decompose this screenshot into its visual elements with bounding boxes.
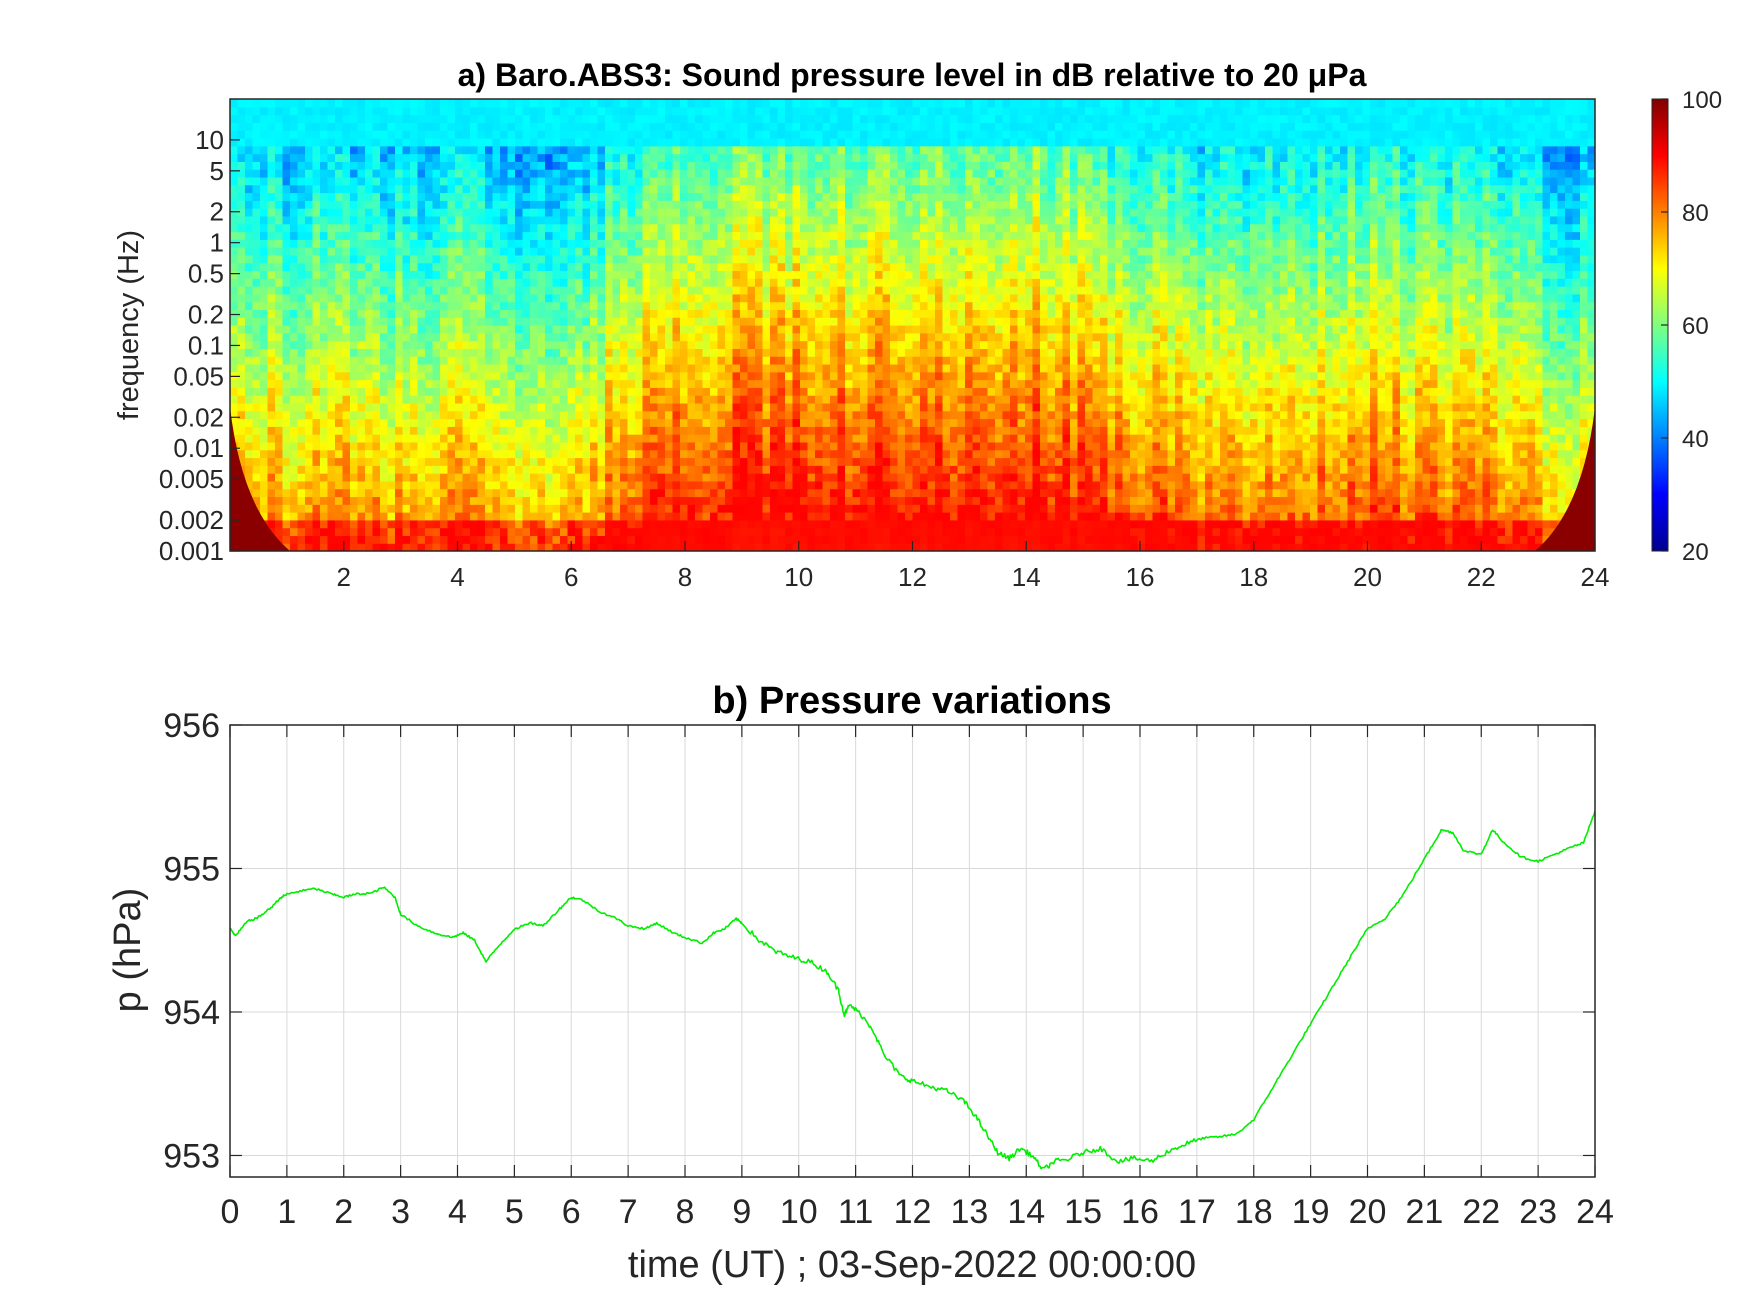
pressure-axes: 0 1 2 3 4 5 6 7 8 9 10 11 12 13 14 15 16 17 18 19 20 21 22 23 24…	[163, 707, 1614, 1231]
pressure-x-tick-label: 7	[619, 1193, 638, 1231]
pressure-x-tick-label: 5	[505, 1193, 524, 1231]
pressure-x-tick-label: 1	[277, 1193, 296, 1231]
spectrogram-y-tick-label: 0.002	[159, 505, 224, 535]
pressure-y-tick-label: 955	[163, 850, 220, 888]
spectrogram-y-tick-label: 0.05	[173, 361, 224, 391]
edge-effect-right	[1535, 407, 1595, 551]
pressure-x-tick-label: 13	[950, 1193, 988, 1231]
colorbar-tick-label: 20	[1682, 539, 1709, 566]
spectrogram-y-tick-label: 0.2	[188, 300, 224, 330]
spectrogram-x-tick-label: 20	[1353, 562, 1382, 592]
pressure-x-tick-label: 21	[1405, 1193, 1443, 1231]
spectrogram-y-tick-label: 0.01	[173, 433, 224, 463]
spectrogram-heatmap	[230, 99, 1595, 551]
edge-effect-left	[230, 407, 290, 551]
pressure-x-tick-label: 16	[1121, 1193, 1159, 1231]
colorbar-tick-label: 100	[1682, 87, 1722, 114]
pressure-title: b) Pressure variations	[712, 680, 1111, 722]
pressure-x-tick-label: 14	[1007, 1193, 1045, 1231]
spectrogram-x-tick-label: 24	[1581, 562, 1610, 592]
time-axis-label: time (UT) ; 03-Sep-2022 00:00:00	[628, 1244, 1196, 1286]
pressure-x-tick-label: 4	[448, 1193, 467, 1231]
spectrogram-y-tick-label: 0.1	[188, 330, 224, 360]
spectrogram-y-tick-label: 0.005	[159, 464, 224, 494]
spectrogram-y-tick-label: 2	[210, 197, 224, 227]
colorbar-ticks: 20 40 60 80 100	[1661, 87, 1722, 566]
pressure-x-tick-label: 12	[894, 1193, 932, 1231]
colorbar-tick-label: 80	[1682, 200, 1709, 227]
pressure-x-tick-label: 11	[838, 1193, 873, 1231]
pressure-x-tick-label: 0	[221, 1193, 240, 1231]
spectrogram-x-tick-label: 22	[1467, 562, 1496, 592]
spectrogram-title: a) Baro.ABS3: Sound pressure level in dB…	[458, 57, 1367, 93]
pressure-grid	[229, 724, 1596, 1177]
spectrogram-y-tick-label: 1	[210, 228, 224, 258]
pressure-x-tick-label: 6	[562, 1193, 581, 1231]
pressure-y-tick-label: 954	[163, 994, 220, 1032]
pressure-x-tick-label: 23	[1519, 1193, 1557, 1231]
colorbar-tick-label: 60	[1682, 313, 1709, 340]
spectrogram-x-tick-label: 16	[1126, 562, 1155, 592]
spectrogram-x-tick-label: 10	[784, 562, 813, 592]
pressure-series-line	[230, 810, 1595, 1170]
pressure-x-tick-label: 3	[391, 1193, 410, 1231]
pressure-x-tick-label: 15	[1064, 1193, 1102, 1231]
frequency-axis-label: frequency (Hz)	[113, 230, 145, 420]
pressure-x-tick-label: 19	[1292, 1193, 1330, 1231]
spectrogram-x-tick-label: 2	[337, 562, 351, 592]
pressure-axis-label: p (hPa)	[107, 888, 149, 1013]
pressure-x-tick-label: 9	[732, 1193, 751, 1231]
spectrogram-y-tick-label: 0.001	[159, 536, 224, 566]
spectrogram-y-tick-label: 5	[210, 156, 224, 186]
pressure-y-tick-label: 953	[163, 1137, 220, 1175]
pressure-x-tick-label: 8	[676, 1193, 695, 1231]
pressure-x-tick-label: 18	[1235, 1193, 1273, 1231]
spectrogram-y-tick-label: 0.02	[173, 402, 224, 432]
pressure-plot-area	[230, 810, 1595, 1170]
pressure-x-tick-label: 2	[334, 1193, 353, 1231]
spectrogram-y-tick-label: 0.5	[188, 259, 224, 289]
spectrogram-x-tick-label: 4	[450, 562, 464, 592]
pressure-x-tick-label: 17	[1178, 1193, 1216, 1231]
pressure-y-tick-label: 956	[163, 707, 220, 745]
spectrogram-x-tick-label: 18	[1239, 562, 1268, 592]
spectrogram-y-tick-label: 10	[195, 125, 224, 155]
pressure-x-tick-label: 10	[780, 1193, 818, 1231]
spectrogram-x-tick-label: 12	[898, 562, 927, 592]
pressure-x-tick-label: 24	[1576, 1193, 1614, 1231]
spectrogram-x-tick-label: 8	[678, 562, 692, 592]
pressure-x-tick-label: 22	[1462, 1193, 1500, 1231]
spectrogram-x-tick-label: 14	[1012, 562, 1041, 592]
spectrogram-x-tick-label: 6	[564, 562, 578, 592]
spectrogram-axes: 2 4 6 8 10 12 14 16 18 20 22 240.0010.0020.0050.010…	[159, 125, 1610, 592]
colorbar-tick-label: 40	[1682, 426, 1709, 453]
pressure-x-tick-label: 20	[1349, 1193, 1387, 1231]
